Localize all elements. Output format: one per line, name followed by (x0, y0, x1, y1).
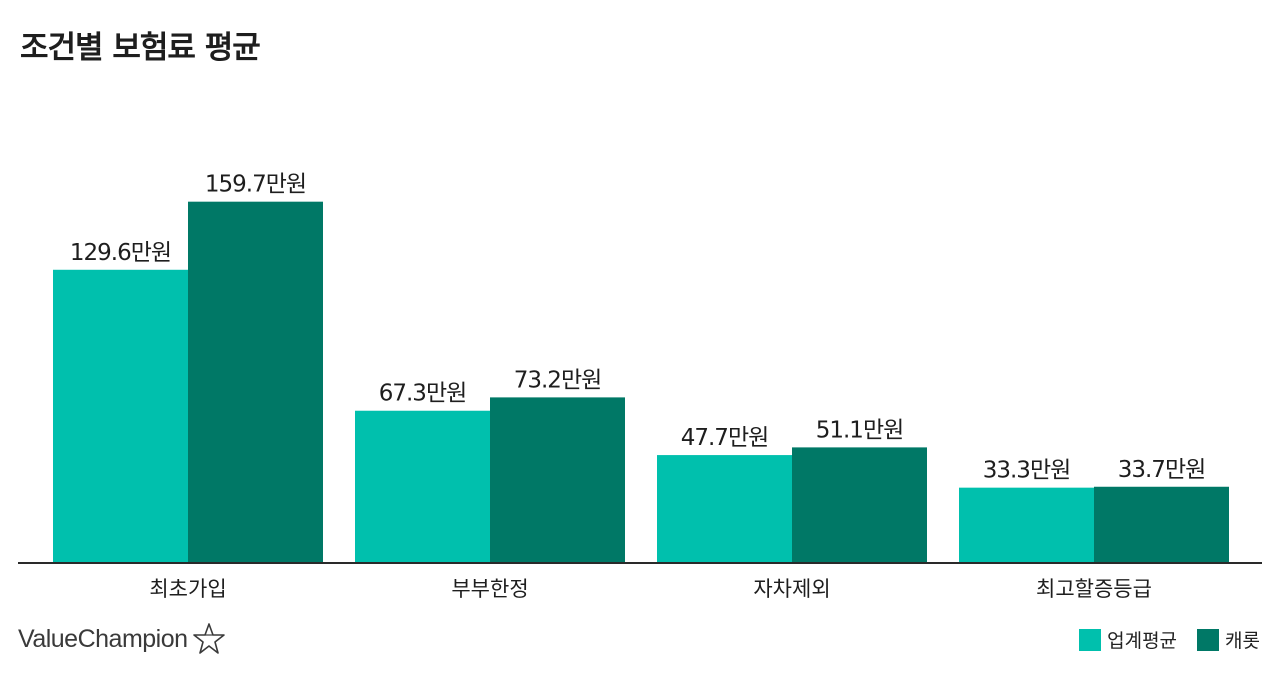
bar-carrot-4 (1094, 486, 1229, 563)
bar-industry-average-2 (355, 410, 490, 563)
data-label: 33.3만원 (983, 458, 1071, 484)
legend-swatch (1197, 628, 1220, 651)
bar-industry-average-1 (53, 269, 188, 563)
legend-swatch (1079, 628, 1102, 651)
data-label: 129.6만원 (70, 240, 171, 266)
data-label: 33.7만원 (1118, 457, 1206, 483)
chart-title: 조건별 보험료 평균 (20, 30, 261, 66)
category-label: 부부한정 (451, 577, 528, 601)
valuechampion-logo: ValueChampion (18, 622, 226, 656)
legend-label: 업계평균 (1107, 630, 1178, 652)
star-outline-icon (192, 623, 225, 654)
bar-carrot-3 (792, 447, 927, 563)
category-label: 최초가입 (149, 577, 226, 601)
bar-industry-average-3 (657, 455, 792, 563)
legend-item-carrot: 캐롯 (1197, 626, 1260, 653)
data-label: 73.2만원 (514, 367, 602, 393)
category-label: 최고할증등급 (1036, 577, 1152, 601)
bar-carrot-2 (490, 397, 625, 563)
legend-item-industry-average: 업계평균 (1079, 626, 1177, 653)
bar-carrot-1 (188, 201, 323, 563)
data-label: 67.3만원 (379, 381, 467, 407)
data-label: 47.7만원 (681, 425, 769, 451)
bar-industry-average-4 (959, 487, 1094, 563)
legend-label: 캐롯 (1225, 630, 1260, 652)
category-label: 자차제외 (753, 577, 830, 601)
chart-legend: 업계평균 캐롯 (1079, 626, 1260, 653)
data-label: 159.7만원 (205, 172, 306, 198)
data-label: 51.1만원 (816, 417, 904, 443)
logo-text: ValueChampion (18, 624, 188, 653)
